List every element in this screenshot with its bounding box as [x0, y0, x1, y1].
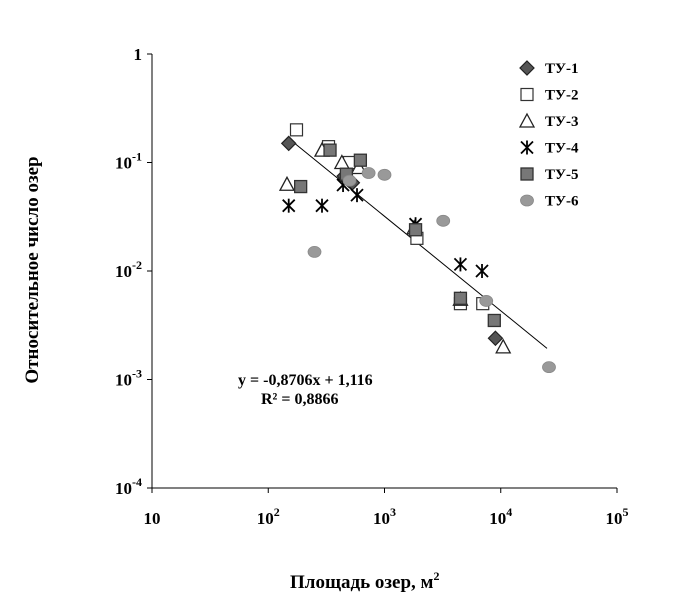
circle-marker — [342, 174, 357, 187]
circle-marker — [479, 295, 494, 307]
y-tick-label: 10-2 — [115, 258, 142, 281]
y-tick-exp: -2 — [132, 258, 142, 272]
x-tick-exp: 4 — [506, 505, 512, 519]
circle-marker — [520, 194, 534, 207]
point-ТУ-5 — [323, 143, 337, 157]
circle-marker — [307, 245, 322, 258]
point-ТУ-6 — [479, 295, 494, 307]
point-ТУ-5 — [487, 313, 501, 328]
x-tick-label: 105 — [606, 505, 629, 528]
y-tick-base: 1 — [134, 45, 143, 64]
square-marker — [289, 123, 304, 137]
y-tick-base: 10 — [115, 154, 132, 173]
legend-label: ТУ-5 — [545, 167, 579, 183]
diamond-marker — [280, 135, 297, 152]
y-axis-title: Относительное число озер — [22, 156, 43, 383]
x-tick-label: 102 — [257, 505, 280, 528]
filled-square-marker — [453, 291, 468, 305]
legend-marker-ТУ-6 — [520, 194, 534, 207]
point-ТУ-4 — [350, 188, 364, 203]
point-ТУ-3 — [278, 175, 296, 191]
point-ТУ-1 — [280, 135, 297, 152]
x-tick-base: 10 — [257, 509, 274, 528]
y-tick-exp: -4 — [132, 475, 142, 489]
y-tick-exp: -1 — [132, 150, 142, 164]
point-ТУ-6 — [307, 245, 322, 258]
legend: ТУ-1 ТУ-2 ТУ-3 ТУ-4 ТУ-5 ТУ-6 — [518, 60, 579, 210]
legend-marker-ТУ-4 — [520, 140, 534, 155]
legend-marker-ТУ-3 — [518, 112, 536, 128]
point-ТУ-6 — [377, 168, 392, 181]
x-axis-title-sup: 2 — [433, 569, 439, 583]
legend-label: ТУ-6 — [545, 194, 579, 210]
legend-label: ТУ-4 — [545, 141, 579, 157]
point-ТУ-4 — [315, 198, 329, 213]
point-ТУ-2 — [289, 123, 304, 137]
y-tick-base: 10 — [115, 479, 132, 498]
filled-square-marker — [520, 167, 534, 181]
legend-marker-ТУ-5 — [520, 167, 534, 181]
triangle-marker — [495, 338, 512, 354]
square-marker — [520, 87, 534, 102]
point-ТУ-6 — [342, 174, 357, 187]
x-tick-exp: 5 — [623, 505, 629, 519]
filled-square-marker — [487, 313, 501, 328]
point-ТУ-4 — [282, 198, 296, 213]
legend-marker-ТУ-2 — [520, 87, 534, 102]
filled-square-marker — [408, 223, 423, 237]
x-tick-base: 10 — [144, 509, 161, 528]
point-ТУ-3 — [350, 159, 367, 175]
legend-label: ТУ-3 — [545, 114, 579, 130]
point-ТУ-4 — [475, 264, 489, 278]
legend-marker-ТУ-1 — [519, 60, 535, 76]
point-ТУ-6 — [361, 167, 376, 179]
x-tick-label: 103 — [373, 505, 396, 528]
x-axis-title-text: Площадь озер, м — [290, 572, 434, 593]
x-tick-label: 10 — [144, 509, 161, 528]
circle-marker — [377, 168, 392, 181]
point-ТУ-4 — [453, 257, 468, 272]
y-tick-base: 10 — [115, 262, 132, 281]
point-ТУ-5 — [408, 223, 423, 237]
data-points — [278, 123, 556, 374]
circle-marker — [436, 214, 451, 227]
y-tick-exp: -3 — [132, 367, 142, 381]
y-tick-label: 10-1 — [115, 150, 142, 173]
legend-label: ТУ-2 — [545, 88, 579, 104]
point-ТУ-6 — [542, 361, 556, 374]
y-tick-label: 1 — [134, 45, 143, 64]
filled-square-marker — [353, 153, 368, 167]
diamond-marker — [519, 60, 535, 76]
filled-square-marker — [294, 179, 308, 194]
x-tick-base: 10 — [373, 509, 390, 528]
point-ТУ-5 — [353, 153, 368, 167]
legend-label: ТУ-1 — [545, 61, 579, 77]
triangle-marker — [350, 159, 367, 175]
y-tick-label: 10-4 — [115, 475, 142, 498]
y-tick-label: 10-3 — [115, 367, 142, 390]
diamond-marker — [487, 330, 504, 347]
circle-marker — [542, 361, 556, 374]
x-tick-label: 104 — [489, 505, 512, 528]
x-tick-base: 10 — [489, 509, 506, 528]
point-ТУ-5 — [294, 179, 308, 194]
point-ТУ-5 — [453, 291, 468, 305]
x-tick-exp: 3 — [390, 505, 396, 519]
triangle-marker — [518, 112, 536, 128]
equation-label: y = -0,8706x + 1,116 — [238, 372, 373, 389]
circle-marker — [361, 167, 376, 179]
filled-square-marker — [323, 143, 337, 157]
point-ТУ-3 — [495, 338, 512, 354]
point-ТУ-6 — [436, 214, 451, 227]
r-squared-label: R² = 0,8866 — [261, 391, 338, 408]
x-axis-title: Площадь озер, м2 — [290, 569, 439, 593]
y-tick-base: 10 — [115, 371, 132, 390]
x-tick-base: 10 — [606, 509, 623, 528]
point-ТУ-1 — [487, 330, 504, 347]
triangle-marker — [278, 175, 296, 191]
x-tick-exp: 2 — [274, 505, 280, 519]
